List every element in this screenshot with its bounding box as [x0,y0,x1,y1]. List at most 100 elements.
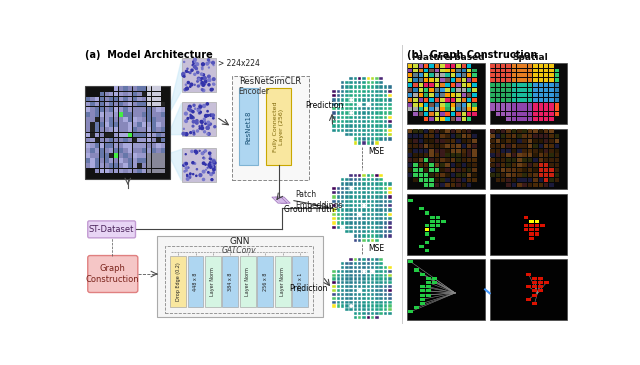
FancyBboxPatch shape [529,220,534,223]
FancyBboxPatch shape [345,133,349,137]
FancyBboxPatch shape [506,93,511,97]
FancyBboxPatch shape [358,258,362,261]
Circle shape [200,111,201,112]
FancyBboxPatch shape [128,102,132,107]
FancyBboxPatch shape [354,266,357,269]
FancyBboxPatch shape [451,78,455,82]
Circle shape [212,118,214,119]
FancyBboxPatch shape [358,293,362,296]
Circle shape [186,87,188,90]
FancyBboxPatch shape [337,107,340,110]
FancyBboxPatch shape [445,117,450,121]
FancyBboxPatch shape [349,274,353,277]
FancyBboxPatch shape [490,173,495,177]
FancyBboxPatch shape [354,191,357,195]
Circle shape [190,83,193,86]
FancyBboxPatch shape [367,312,370,315]
FancyBboxPatch shape [451,117,455,121]
FancyBboxPatch shape [490,260,568,320]
FancyBboxPatch shape [109,148,113,153]
FancyBboxPatch shape [132,132,137,137]
FancyBboxPatch shape [420,289,425,292]
FancyBboxPatch shape [100,127,104,132]
FancyBboxPatch shape [495,98,500,102]
Circle shape [193,66,196,68]
FancyBboxPatch shape [147,143,151,147]
FancyBboxPatch shape [358,208,362,212]
Circle shape [350,112,352,114]
FancyBboxPatch shape [413,144,418,148]
Circle shape [185,120,188,122]
FancyBboxPatch shape [95,138,99,142]
FancyBboxPatch shape [114,87,118,91]
FancyBboxPatch shape [533,139,538,143]
FancyBboxPatch shape [118,107,123,112]
FancyBboxPatch shape [371,217,374,220]
FancyBboxPatch shape [337,111,340,115]
FancyBboxPatch shape [413,73,418,77]
FancyBboxPatch shape [490,63,568,124]
Circle shape [211,88,213,90]
FancyBboxPatch shape [532,281,537,284]
FancyBboxPatch shape [367,98,370,102]
FancyBboxPatch shape [161,153,165,158]
FancyBboxPatch shape [467,103,472,107]
FancyBboxPatch shape [451,64,455,68]
FancyBboxPatch shape [371,297,374,300]
FancyBboxPatch shape [388,212,392,216]
FancyBboxPatch shape [495,144,500,148]
FancyBboxPatch shape [490,149,495,153]
Circle shape [204,150,207,152]
FancyBboxPatch shape [461,173,466,177]
FancyBboxPatch shape [528,144,532,148]
FancyBboxPatch shape [535,233,540,235]
FancyBboxPatch shape [517,73,522,77]
FancyBboxPatch shape [506,182,511,187]
Circle shape [200,111,202,113]
FancyBboxPatch shape [440,69,445,73]
FancyBboxPatch shape [445,153,450,157]
FancyBboxPatch shape [362,301,366,304]
FancyBboxPatch shape [501,163,506,167]
FancyBboxPatch shape [380,230,383,233]
FancyBboxPatch shape [367,301,370,304]
FancyBboxPatch shape [337,221,340,225]
Circle shape [185,132,188,136]
FancyBboxPatch shape [124,122,127,127]
FancyBboxPatch shape [380,182,383,186]
Text: ResNet18: ResNet18 [246,110,252,144]
FancyBboxPatch shape [424,112,428,116]
FancyBboxPatch shape [128,87,132,91]
Circle shape [185,167,188,169]
FancyBboxPatch shape [467,129,472,133]
FancyBboxPatch shape [142,132,147,137]
FancyBboxPatch shape [371,187,374,190]
FancyBboxPatch shape [128,127,132,132]
FancyBboxPatch shape [345,281,349,284]
Circle shape [211,166,213,168]
FancyBboxPatch shape [506,98,511,102]
Circle shape [193,174,194,175]
FancyBboxPatch shape [380,89,383,93]
FancyBboxPatch shape [539,173,543,177]
FancyBboxPatch shape [128,122,132,127]
FancyBboxPatch shape [528,78,532,82]
Circle shape [208,164,211,166]
FancyBboxPatch shape [109,164,113,168]
FancyBboxPatch shape [332,115,336,119]
FancyBboxPatch shape [467,83,472,87]
FancyBboxPatch shape [349,89,353,93]
Circle shape [188,81,189,84]
FancyBboxPatch shape [517,112,522,116]
FancyBboxPatch shape [367,191,370,195]
FancyBboxPatch shape [528,64,532,68]
FancyBboxPatch shape [332,226,336,229]
FancyBboxPatch shape [358,312,362,315]
FancyBboxPatch shape [142,92,147,96]
FancyBboxPatch shape [517,163,522,167]
FancyBboxPatch shape [380,187,383,190]
FancyBboxPatch shape [388,182,392,186]
FancyBboxPatch shape [501,93,506,97]
FancyBboxPatch shape [128,143,132,147]
FancyBboxPatch shape [341,221,344,225]
